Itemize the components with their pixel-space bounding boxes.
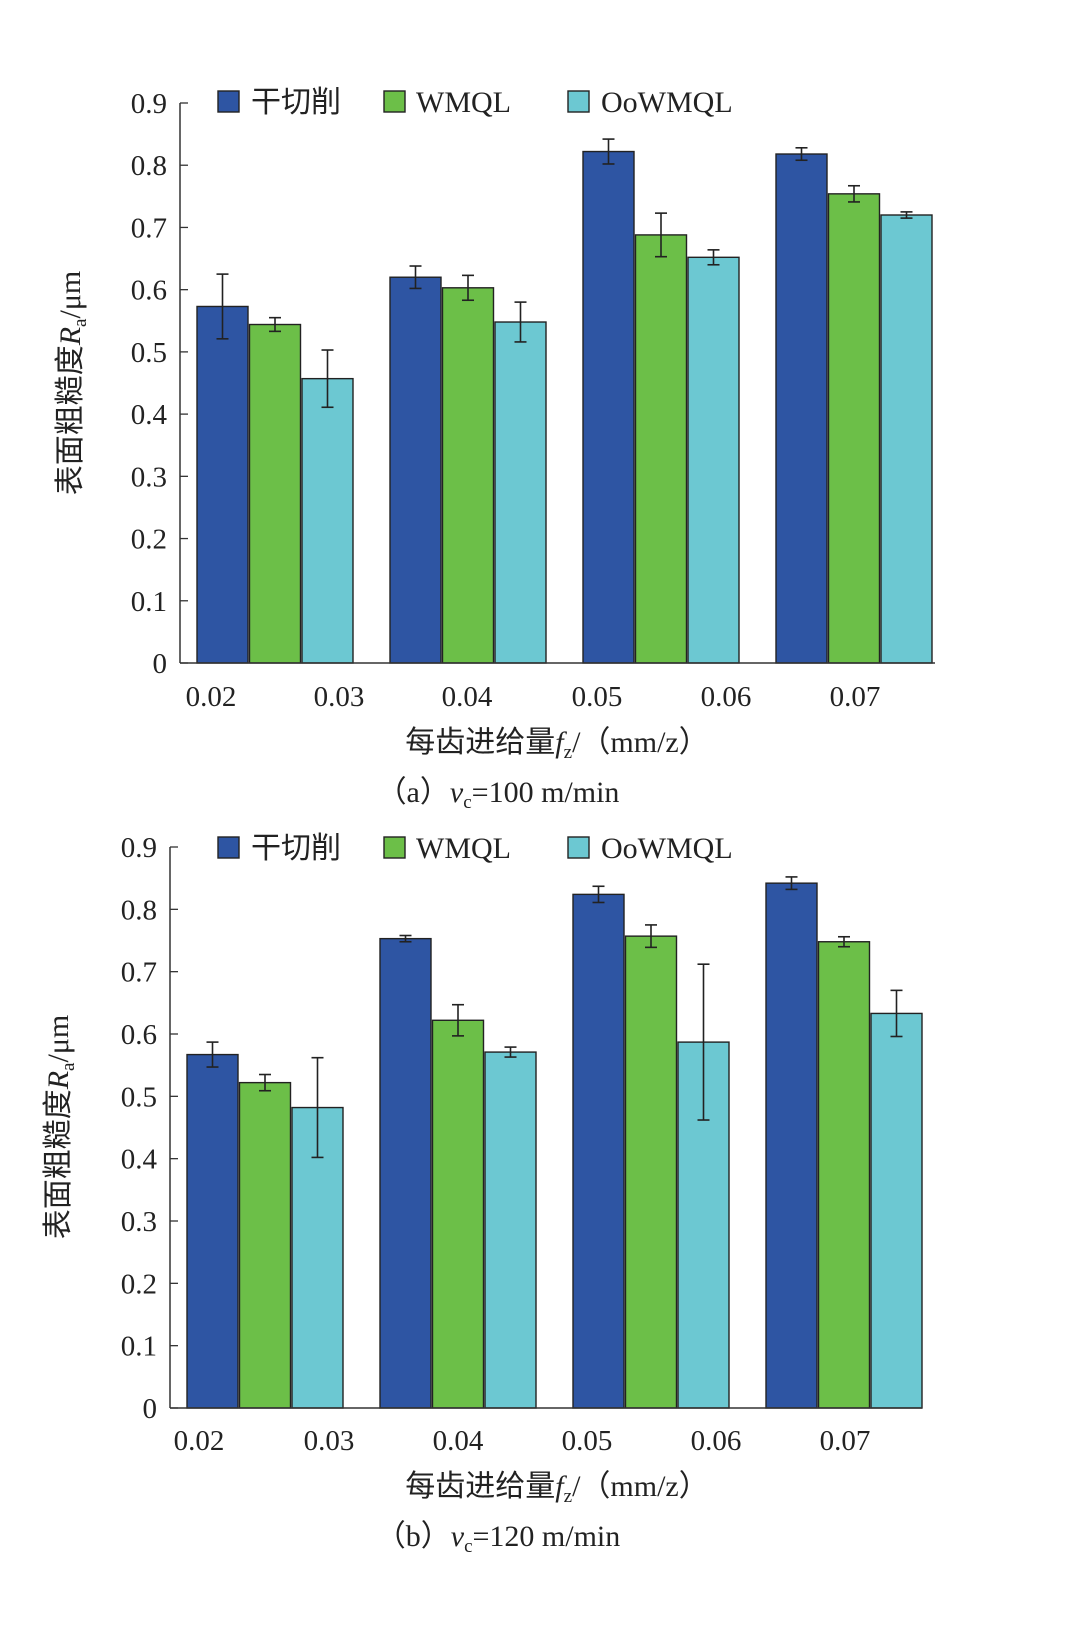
legend-swatch: [217, 90, 240, 113]
x-tick-label: 0.04: [433, 1425, 484, 1457]
chart-a: 0 0.1 0.2 0.3 0.4 0.5 0.6 0.7 0.8 0.9 0.02 0.03 0.04…: [54, 86, 935, 813]
x-tick-label: 0.02: [174, 1425, 225, 1457]
legend-label: WMQL: [416, 86, 511, 119]
y-axis-label: 表面粗糙度Ra/μm: [42, 1015, 79, 1240]
bar: [765, 882, 818, 1409]
y-tick-label: 0: [153, 648, 168, 680]
chart-caption: （a）vc=100 m/min: [377, 776, 620, 813]
bar: [248, 323, 302, 664]
y-tick-label: 0.4: [131, 399, 168, 431]
chart-caption: （b）vc=120 m/min: [376, 1520, 621, 1557]
bar: [379, 937, 432, 1409]
x-axis-label: 每齿进给量fz/（mm/z）: [405, 1470, 708, 1507]
bar: [484, 1051, 537, 1409]
y-tick-label: 0.7: [121, 957, 157, 989]
bar: [634, 234, 688, 664]
y-tick-label: 0.8: [121, 894, 157, 926]
y-tick-label: 0.6: [121, 1019, 157, 1051]
x-tick-label: 0.05: [572, 681, 623, 713]
bar: [827, 193, 881, 664]
legend-label: OoWMQL: [601, 832, 733, 865]
y-tick-label: 0.7: [131, 212, 167, 244]
legend-swatch: [217, 836, 240, 859]
legend-swatch: [567, 836, 590, 859]
bar: [687, 256, 740, 664]
y-tick-label: 0.8: [131, 150, 167, 182]
legend-label: 干切削: [251, 86, 341, 119]
bar: [431, 1019, 485, 1409]
y-tick-label: 0.2: [131, 524, 167, 556]
x-tick-label: 0.06: [691, 1425, 742, 1457]
y-tick-label: 0.5: [131, 337, 167, 369]
bar: [775, 153, 828, 664]
x-tick-label: 0.03: [314, 681, 365, 713]
legend: 干切削 WMQL OoWMQL: [217, 832, 733, 865]
legend-swatch: [567, 90, 590, 113]
y-tick-label: 0.4: [121, 1144, 158, 1176]
y-axis-label: 表面粗糙度Ra/μm: [54, 271, 91, 496]
bar: [880, 214, 933, 664]
bar: [186, 1053, 239, 1409]
y-tick-label: 0.1: [131, 586, 167, 618]
bar: [301, 377, 354, 664]
bar: [870, 1012, 923, 1409]
x-tick-label: 0.07: [830, 681, 881, 713]
bar: [817, 941, 871, 1409]
bar: [389, 276, 442, 664]
x-tick-label: 0.03: [304, 1425, 355, 1457]
bar: [196, 305, 249, 664]
x-tick-label: 0.05: [562, 1425, 613, 1457]
y-tick-label: 0.3: [121, 1206, 157, 1238]
legend-swatch: [383, 90, 406, 113]
x-axis-label: 每齿进给量fz/（mm/z）: [405, 726, 708, 763]
y-tick-label: 0.3: [131, 461, 167, 493]
x-tick-label: 0.07: [820, 1425, 871, 1457]
bar: [441, 287, 495, 664]
bar: [572, 893, 625, 1409]
legend-label: OoWMQL: [601, 86, 733, 119]
bar: [582, 150, 635, 664]
y-tick-label: 0.5: [121, 1081, 157, 1113]
legend-swatch: [383, 836, 406, 859]
x-tick-label: 0.06: [701, 681, 752, 713]
legend-label: WMQL: [416, 832, 511, 865]
chart-b: 0 0.1 0.2 0.3 0.4 0.5 0.6 0.7 0.8 0.9 0.02 0.03 0.04…: [42, 832, 923, 1557]
x-tick-label: 0.04: [442, 681, 493, 713]
x-tick-label: 0.02: [186, 681, 237, 713]
bar: [624, 935, 678, 1409]
y-tick-label: 0.1: [121, 1331, 157, 1363]
y-tick-label: 0.6: [131, 275, 167, 307]
bar: [494, 321, 547, 664]
y-tick-label: 0.2: [121, 1268, 157, 1300]
bar: [238, 1081, 292, 1409]
y-tick-label: 0.9: [121, 832, 157, 864]
y-tick-label: 0.9: [131, 88, 167, 120]
legend-label: 干切削: [251, 832, 341, 865]
legend: 干切削 WMQL OoWMQL: [217, 86, 733, 119]
y-tick-label: 0: [143, 1393, 158, 1425]
